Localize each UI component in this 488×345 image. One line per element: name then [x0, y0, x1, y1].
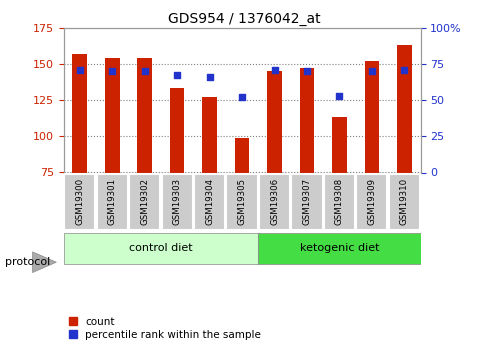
Text: GSM19304: GSM19304: [204, 178, 214, 225]
FancyBboxPatch shape: [291, 174, 322, 230]
Text: GSM19303: GSM19303: [172, 178, 181, 225]
Text: protocol: protocol: [5, 257, 50, 267]
Text: GSM19300: GSM19300: [75, 178, 84, 225]
FancyBboxPatch shape: [226, 174, 257, 230]
Point: [303, 68, 310, 74]
Bar: [72, 54, 87, 172]
Text: GSM19302: GSM19302: [140, 178, 149, 225]
Bar: [169, 88, 184, 172]
Text: GSM19305: GSM19305: [237, 178, 246, 225]
FancyBboxPatch shape: [259, 174, 289, 230]
Bar: [364, 61, 378, 172]
Legend: count, percentile rank within the sample: count, percentile rank within the sample: [69, 317, 261, 340]
Text: ketogenic diet: ketogenic diet: [299, 244, 378, 253]
Point: [76, 67, 83, 72]
FancyBboxPatch shape: [64, 174, 95, 230]
Point: [205, 74, 213, 80]
Bar: [234, 138, 249, 172]
Text: GSM19306: GSM19306: [269, 178, 279, 225]
Point: [335, 93, 343, 98]
Text: GSM19308: GSM19308: [334, 178, 343, 225]
FancyBboxPatch shape: [323, 174, 354, 230]
Text: GSM19310: GSM19310: [399, 178, 408, 225]
Bar: [105, 58, 119, 172]
Point: [108, 68, 116, 74]
FancyBboxPatch shape: [129, 174, 160, 230]
Bar: [299, 68, 314, 172]
Bar: [137, 58, 152, 172]
Polygon shape: [32, 252, 56, 273]
Text: GSM19307: GSM19307: [302, 178, 311, 225]
Point: [400, 67, 407, 72]
FancyBboxPatch shape: [97, 174, 127, 230]
FancyBboxPatch shape: [258, 233, 420, 264]
Text: GSM19301: GSM19301: [107, 178, 117, 225]
FancyBboxPatch shape: [63, 233, 258, 264]
Point: [367, 68, 375, 74]
FancyBboxPatch shape: [194, 174, 224, 230]
FancyBboxPatch shape: [356, 174, 386, 230]
FancyBboxPatch shape: [388, 174, 419, 230]
Point: [270, 67, 278, 72]
Text: GDS954 / 1376042_at: GDS954 / 1376042_at: [168, 12, 320, 26]
Text: GSM19309: GSM19309: [366, 178, 376, 225]
FancyBboxPatch shape: [161, 174, 192, 230]
Point: [173, 73, 181, 78]
Point: [141, 68, 148, 74]
Text: control diet: control diet: [129, 244, 192, 253]
Bar: [202, 97, 217, 172]
Point: [238, 95, 245, 100]
Bar: [396, 45, 411, 172]
Bar: [266, 71, 281, 172]
Bar: [331, 117, 346, 172]
